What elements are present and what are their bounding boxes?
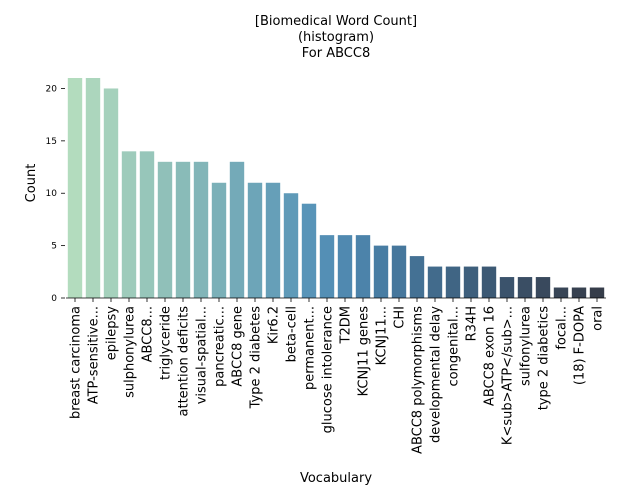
x-tick-label-7: visual-spatial... (195, 306, 210, 404)
bar-6 (175, 161, 191, 298)
bar-13 (301, 203, 317, 298)
x-tick-label-0: breast carcinoma (69, 306, 84, 419)
x-tick-label-3: sulphonylurea (123, 306, 138, 398)
x-tick-label-26: type 2 diabetics (537, 306, 552, 411)
bar-4 (139, 151, 155, 298)
x-tick-label-23: ABCC8 exon 16 (483, 306, 498, 406)
bar-2 (103, 88, 119, 298)
bars-group (67, 78, 605, 298)
chart-title-line-3: For ABCC8 (302, 46, 370, 61)
y-tick-label-2: 10 (46, 189, 58, 199)
x-tick-label-25: sulfonylurea (519, 306, 534, 386)
bar-16 (355, 235, 371, 298)
bar-10 (247, 182, 263, 298)
x-tick-label-4: ABCC8... (141, 306, 156, 362)
x-tick-label-27: focal... (555, 306, 570, 350)
bar-22 (463, 266, 479, 298)
bar-8 (211, 182, 227, 298)
bar-20 (427, 266, 443, 298)
y-axis: 0 5 10 15 20 (46, 84, 65, 304)
x-tick-label-19: ABCC8 polymorphisms (411, 306, 426, 454)
bar-27 (553, 287, 569, 298)
bar-5 (157, 161, 173, 298)
bar-1 (85, 78, 101, 298)
bar-29 (589, 287, 605, 298)
bar-7 (193, 161, 209, 298)
x-tick-label-20: developmental delay (429, 306, 444, 443)
x-tick-label-11: Kir6.2 (267, 306, 282, 344)
x-tick-label-22: R34H (465, 306, 480, 341)
x-tick-label-14: glucose intolerance (321, 306, 336, 433)
bar-23 (481, 266, 497, 298)
x-tick-label-10: Type 2 diabetes (249, 306, 264, 410)
bar-17 (373, 245, 389, 298)
bar-15 (337, 235, 353, 298)
chart-title-line-2: (histogram) (298, 30, 374, 45)
bar-0 (67, 78, 83, 298)
x-tick-label-17: KCNJ11... (375, 306, 390, 365)
x-tick-label-13: permanent... (303, 306, 318, 390)
y-tick-label-3: 15 (46, 137, 57, 147)
y-tick-label-1: 5 (51, 242, 57, 252)
chart-title: [Biomedical Word Count] (histogram) For … (255, 14, 417, 61)
y-tick-label-0: 0 (51, 294, 57, 304)
bar-11 (265, 182, 281, 298)
x-tick-label-15: T2DM (339, 306, 354, 344)
x-tick-label-2: epilepsy (105, 306, 120, 360)
x-tick-label-18: CHI (393, 306, 408, 329)
x-tick-label-6: attention deficits (177, 306, 192, 417)
x-tick-label-29: oral (591, 306, 606, 331)
x-tick-label-12: beta-cell (285, 306, 300, 362)
x-tick-label-9: ABCC8 gene (231, 306, 246, 387)
x-tick-label-24: K<sub>ATP</sub>... (501, 306, 516, 445)
y-tick-label-4: 20 (46, 84, 58, 94)
x-tick-label-28: (18) F-DOPA (573, 306, 588, 385)
bar-26 (535, 277, 551, 298)
bar-28 (571, 287, 587, 298)
bar-18 (391, 245, 407, 298)
x-tick-label-8: pancreatic... (213, 306, 228, 387)
x-tick-label-1: ATP-sensitive... (87, 306, 102, 404)
bar-24 (499, 277, 515, 298)
y-axis-label: Count (24, 164, 39, 203)
x-tick-label-5: triglyceride (159, 306, 174, 380)
bar-25 (517, 277, 533, 298)
bar-12 (283, 193, 299, 298)
bar-19 (409, 256, 425, 298)
x-axis-label: Vocabulary (300, 471, 372, 486)
x-tick-label-16: KCNJ11 genes (357, 306, 372, 397)
bar-14 (319, 235, 335, 298)
bar-21 (445, 266, 461, 298)
x-tick-label-21: congenital... (447, 306, 462, 387)
x-axis: breast carcinoma ATP-sensitive... epilepsy… (66, 297, 606, 454)
bar-3 (121, 151, 137, 298)
bar-9 (229, 161, 245, 298)
chart-title-line-1: [Biomedical Word Count] (255, 14, 417, 29)
